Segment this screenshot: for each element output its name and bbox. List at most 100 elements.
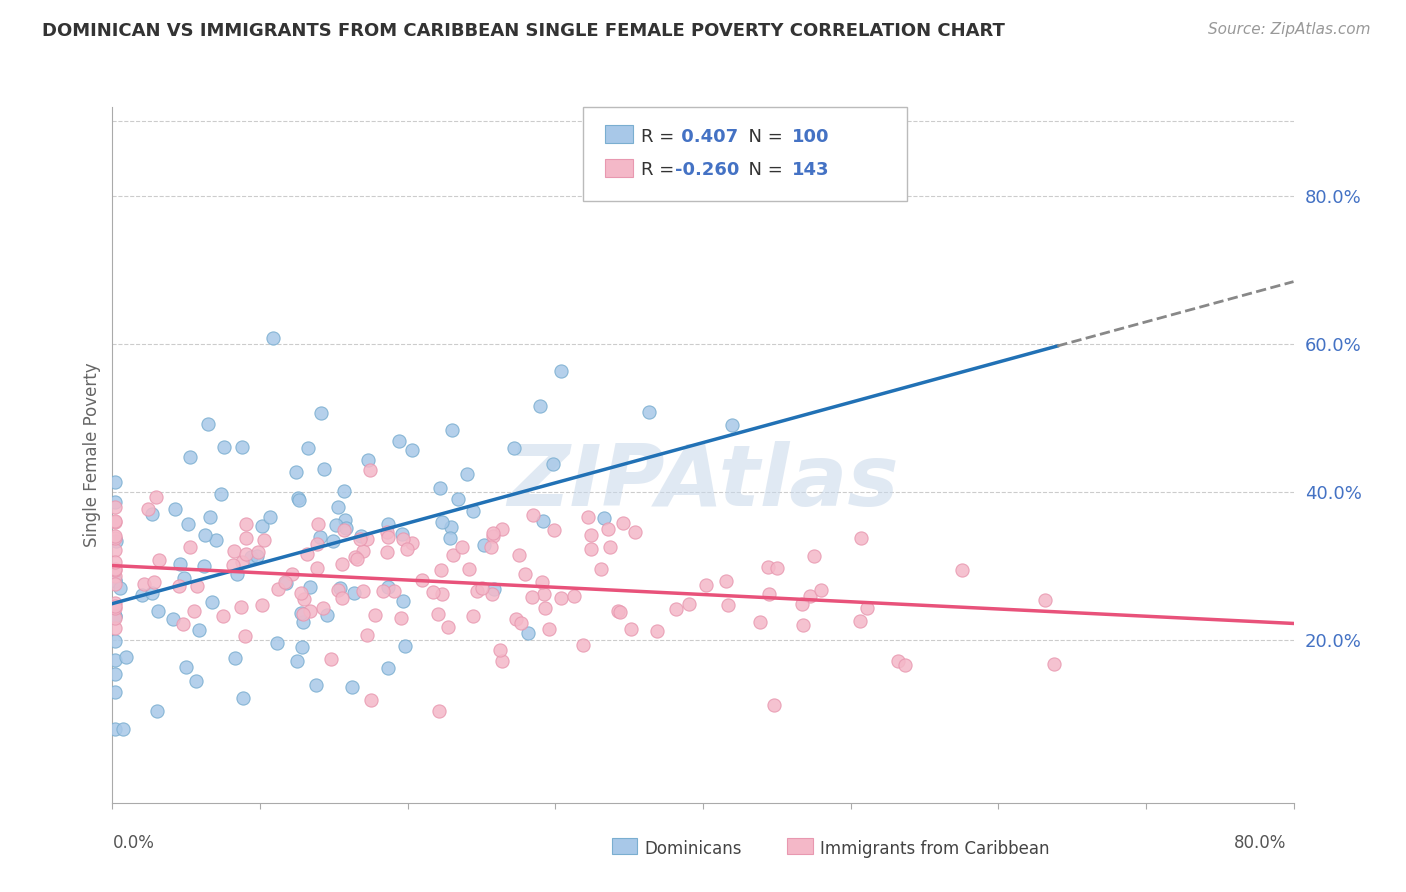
- Point: [439, 531, 461, 545]
- Point: [162, 612, 184, 626]
- Text: 100: 100: [792, 128, 830, 145]
- Point: [855, 601, 877, 615]
- Point: [141, 586, 163, 600]
- Point: [104, 577, 127, 591]
- Point: [411, 573, 433, 587]
- Point: [599, 540, 621, 554]
- Point: [309, 406, 332, 420]
- Point: [307, 560, 329, 574]
- Point: [132, 576, 155, 591]
- Point: [309, 530, 332, 544]
- Point: [292, 591, 315, 606]
- Point: [395, 542, 418, 557]
- Point: [188, 623, 211, 637]
- Point: [440, 520, 463, 534]
- Point: [252, 518, 274, 533]
- Point: [298, 580, 321, 594]
- Point: [581, 528, 603, 542]
- Point: [239, 549, 262, 564]
- Point: [952, 563, 974, 577]
- Point: [333, 484, 356, 499]
- Point: [246, 549, 269, 563]
- Point: [104, 515, 127, 529]
- Point: [104, 609, 127, 624]
- Text: -0.260: -0.260: [675, 161, 740, 179]
- Point: [298, 604, 321, 618]
- Point: [382, 584, 405, 599]
- Point: [131, 588, 153, 602]
- Point: [437, 620, 460, 634]
- Point: [612, 516, 634, 530]
- Point: [377, 580, 399, 594]
- Point: [491, 523, 513, 537]
- Point: [352, 584, 374, 599]
- Point: [491, 654, 513, 668]
- Point: [184, 673, 207, 688]
- Point: [209, 486, 232, 500]
- Point: [472, 538, 495, 552]
- Point: [572, 638, 595, 652]
- Text: N =: N =: [737, 128, 789, 145]
- Point: [307, 537, 329, 551]
- Point: [450, 540, 472, 554]
- Text: R =: R =: [641, 161, 681, 179]
- Point: [350, 528, 373, 542]
- Point: [803, 549, 825, 563]
- Point: [266, 582, 288, 597]
- Point: [401, 536, 423, 550]
- Point: [104, 495, 127, 509]
- Point: [104, 601, 127, 615]
- Point: [138, 501, 160, 516]
- Point: [141, 507, 163, 521]
- Point: [145, 490, 167, 504]
- Point: [315, 607, 337, 622]
- Text: 0.407: 0.407: [675, 128, 738, 145]
- Point: [343, 586, 366, 600]
- Point: [392, 594, 415, 608]
- Point: [326, 582, 349, 597]
- Point: [177, 517, 200, 532]
- Text: Immigrants from Caribbean: Immigrants from Caribbean: [820, 840, 1049, 858]
- Point: [214, 440, 236, 454]
- Point: [721, 418, 744, 433]
- Point: [104, 596, 127, 610]
- Point: [307, 516, 329, 531]
- Point: [104, 667, 127, 681]
- Point: [481, 540, 503, 554]
- Point: [104, 611, 127, 625]
- Point: [235, 531, 257, 545]
- Point: [290, 606, 312, 620]
- Point: [104, 653, 127, 667]
- Point: [1033, 593, 1056, 607]
- Point: [226, 566, 249, 581]
- Point: [167, 579, 190, 593]
- Point: [550, 591, 572, 606]
- Point: [179, 540, 201, 554]
- Point: [678, 597, 700, 611]
- Point: [1042, 657, 1064, 671]
- Text: 143: 143: [792, 161, 830, 179]
- Point: [637, 405, 659, 419]
- Point: [447, 492, 470, 507]
- Point: [429, 481, 451, 495]
- Point: [609, 605, 631, 619]
- Point: [280, 566, 302, 581]
- Point: [335, 521, 357, 535]
- Point: [231, 440, 253, 454]
- Point: [534, 600, 557, 615]
- Point: [620, 622, 643, 636]
- Point: [564, 589, 586, 603]
- Point: [235, 547, 257, 561]
- Point: [198, 510, 221, 524]
- Point: [489, 642, 512, 657]
- Point: [104, 532, 127, 546]
- Point: [576, 509, 599, 524]
- Point: [357, 453, 380, 467]
- Point: [756, 560, 779, 574]
- Point: [765, 560, 787, 574]
- Point: [330, 591, 353, 605]
- Point: [522, 508, 544, 522]
- Point: [392, 532, 415, 546]
- Point: [183, 604, 205, 618]
- Point: [173, 571, 195, 585]
